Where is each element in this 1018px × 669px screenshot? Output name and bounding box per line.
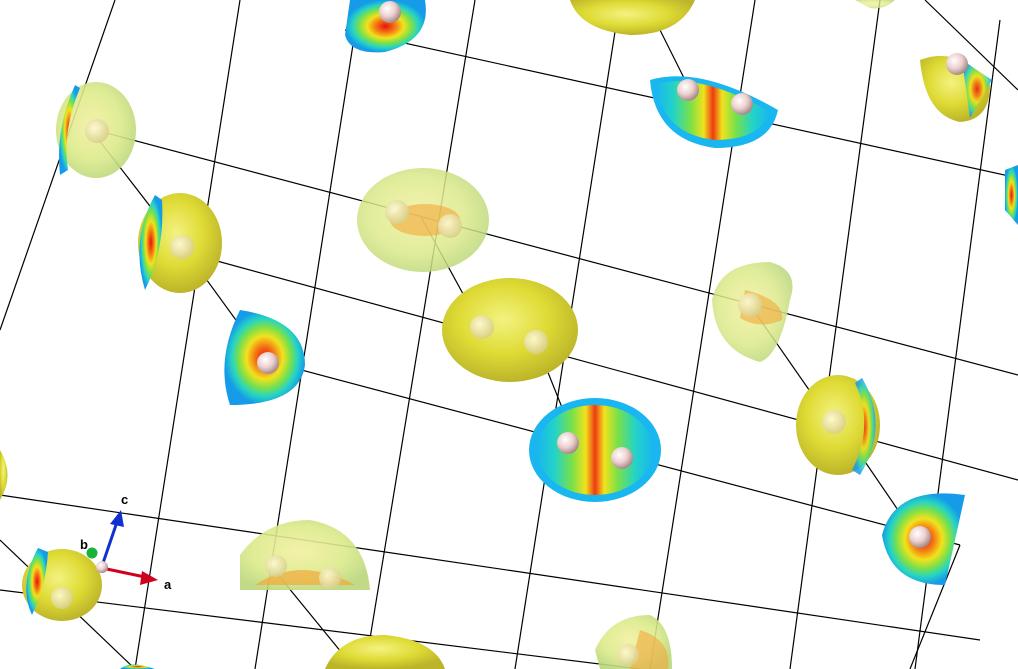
atom[interactable]	[611, 447, 633, 469]
atom[interactable]	[677, 79, 699, 101]
atom[interactable]	[257, 352, 279, 374]
orientation-axes: c b a	[80, 492, 172, 592]
c-axis-arrow	[100, 521, 119, 567]
atom-ghost[interactable]	[617, 644, 639, 666]
isosurface-blob	[442, 278, 578, 382]
atom[interactable]	[379, 1, 401, 23]
isosurface-cut	[962, 60, 992, 118]
atom-ghost[interactable]	[822, 410, 846, 434]
isosurface-blob	[325, 635, 445, 669]
atom-ghost[interactable]	[319, 567, 341, 589]
isosurface-cut	[630, 630, 669, 669]
a-axis-arrowhead	[140, 571, 158, 585]
isosurface-cut	[59, 85, 80, 175]
atom[interactable]	[557, 432, 579, 454]
isosurface-cut	[26, 548, 48, 615]
atom-ghost[interactable]	[170, 235, 194, 259]
atoms	[51, 1, 968, 666]
isosurface-cut	[345, 0, 426, 53]
atom-ghost[interactable]	[385, 200, 409, 224]
isosurface-blob	[0, 450, 8, 500]
atom-ghost[interactable]	[524, 330, 548, 354]
atom[interactable]	[909, 526, 931, 548]
atom-ghost[interactable]	[85, 119, 109, 143]
c-axis-arrowhead	[110, 510, 124, 527]
atom-ghost[interactable]	[470, 315, 494, 339]
b-axis-dot	[86, 547, 98, 559]
atom[interactable]	[731, 93, 753, 115]
atom-ghost[interactable]	[738, 293, 762, 317]
isosurface-blob	[570, 0, 695, 35]
a-axis-label: a	[164, 577, 172, 592]
isosurface-cut	[656, 81, 770, 140]
axes-origin	[96, 561, 108, 573]
isosurface-cut	[139, 195, 163, 290]
b-axis-label: b	[80, 537, 88, 552]
atom-ghost[interactable]	[51, 587, 73, 609]
atom[interactable]	[946, 53, 968, 75]
atom-ghost[interactable]	[438, 214, 462, 238]
isosurface-cut	[120, 664, 155, 669]
isosurface-cut	[537, 405, 653, 495]
a-axis-arrow	[101, 566, 146, 579]
isosurface-cut	[1005, 165, 1018, 225]
atom-ghost[interactable]	[265, 555, 287, 577]
isosurface-blob	[855, 0, 895, 9]
c-axis-label: c	[121, 492, 128, 507]
isosurface-cut	[852, 378, 876, 475]
